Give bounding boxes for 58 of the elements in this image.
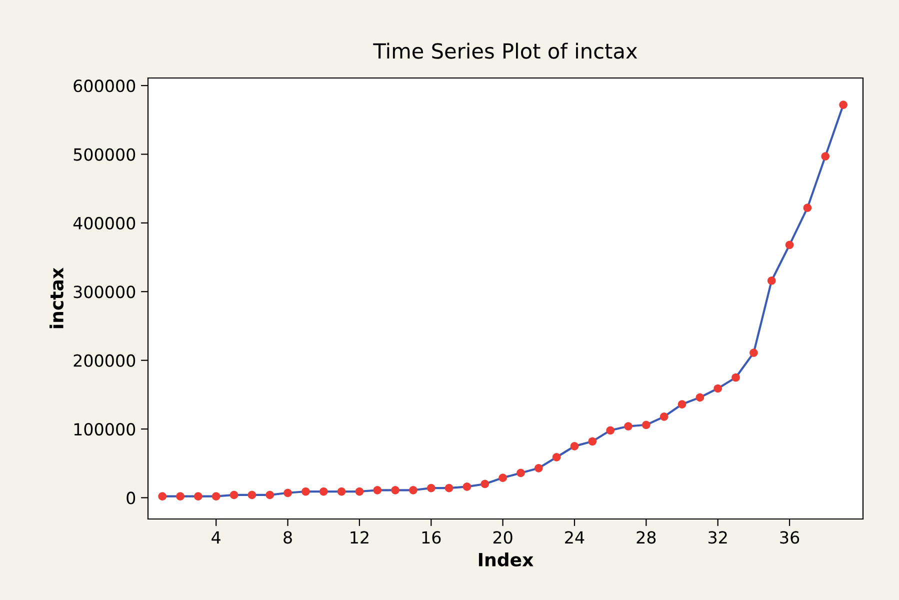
point — [176, 492, 184, 500]
point — [355, 487, 364, 496]
y-tick-label: 200000 — [74, 354, 136, 367]
point — [302, 487, 310, 496]
x-tick-label: 12 — [350, 531, 368, 544]
point — [462, 482, 472, 491]
x-tick-label: 20 — [493, 531, 512, 544]
point — [552, 453, 561, 462]
point — [337, 487, 346, 496]
point — [785, 240, 794, 250]
x-tick-label: 4 — [212, 531, 220, 544]
y-tick-label: 500000 — [74, 148, 136, 161]
y-tick-label: 0 — [126, 492, 136, 504]
x-tick-label: 32 — [708, 531, 727, 544]
point — [750, 348, 758, 357]
point — [498, 474, 507, 482]
x-axis-title: Index — [478, 552, 534, 566]
point — [248, 490, 256, 500]
y-axis-title: inctax — [50, 268, 64, 328]
point — [516, 468, 525, 478]
x-tick-label: 24 — [565, 531, 584, 544]
y-tick-label: 300000 — [74, 286, 136, 298]
point — [480, 480, 490, 488]
point — [714, 384, 722, 393]
point — [767, 276, 776, 285]
point — [642, 420, 650, 430]
chart-title: Time Series Plot of inctax — [373, 42, 638, 59]
point — [391, 486, 400, 494]
x-tick-label: 36 — [780, 531, 800, 544]
point — [373, 486, 382, 494]
point — [678, 400, 686, 408]
point — [660, 412, 668, 421]
point — [212, 492, 220, 500]
point — [821, 152, 830, 160]
point — [158, 492, 167, 500]
point — [284, 488, 292, 498]
x-tick-label: 8 — [284, 531, 292, 544]
point — [444, 484, 454, 492]
point — [732, 373, 740, 382]
point — [624, 422, 632, 430]
y-tick-label: 400000 — [73, 216, 136, 230]
point — [534, 464, 543, 472]
point — [319, 487, 328, 496]
y-tick-label: 100000 — [74, 422, 136, 436]
point — [266, 490, 274, 500]
point — [570, 442, 579, 450]
point — [588, 437, 597, 446]
x-tick-label: 16 — [422, 531, 441, 544]
point — [230, 490, 238, 500]
point — [409, 486, 418, 494]
x-tick-label: 28 — [636, 531, 656, 544]
y-tick-label: 600000 — [74, 80, 136, 92]
point — [426, 484, 436, 492]
point — [606, 426, 614, 435]
point — [194, 492, 202, 500]
point — [803, 204, 812, 212]
point — [839, 100, 848, 109]
point — [696, 393, 704, 402]
